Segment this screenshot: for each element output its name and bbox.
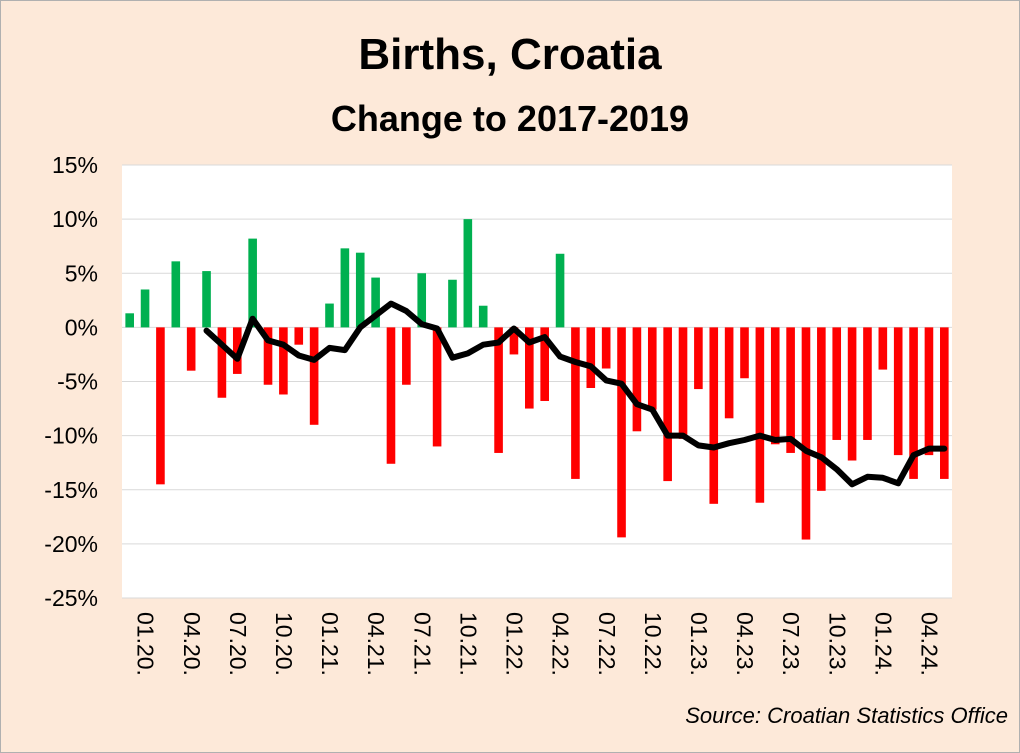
y-tick-label: 5% xyxy=(65,260,98,286)
bar xyxy=(724,327,734,419)
bar xyxy=(540,327,549,401)
x-tick-label: 04.20. xyxy=(179,612,205,676)
bar xyxy=(263,327,273,385)
bar xyxy=(755,327,765,503)
y-tick-label: 0% xyxy=(65,314,98,340)
chart-subtitle: Change to 2017-2019 xyxy=(330,98,690,139)
grid-lines xyxy=(122,164,952,599)
source-note: Source: Croatian Statistics Office xyxy=(685,703,1008,728)
bar xyxy=(171,261,181,328)
series-line xyxy=(203,300,948,488)
x-axis: 01.20. 04.20. 07.20. 10.20. 01.21. 04.21. 07.2… xyxy=(133,612,943,676)
bar xyxy=(617,327,626,538)
bar xyxy=(294,327,304,345)
bar xyxy=(740,327,749,379)
x-tick-label: 04.23. xyxy=(732,612,758,676)
bar xyxy=(463,219,473,328)
y-tick-label: -10% xyxy=(44,423,98,449)
x-tick-label: 01.24. xyxy=(870,612,896,676)
x-tick-label: 04.24. xyxy=(917,612,943,676)
x-tick-label: 04.22. xyxy=(548,612,574,676)
x-tick-label: 10.23. xyxy=(824,612,850,676)
x-tick-label: 01.20. xyxy=(133,612,159,676)
bar xyxy=(893,327,903,456)
bar xyxy=(909,327,918,479)
bar xyxy=(340,248,350,328)
y-tick-label: -5% xyxy=(57,369,98,395)
bar xyxy=(663,327,672,482)
bar xyxy=(863,327,872,440)
bar xyxy=(156,327,165,485)
x-tick-label: 07.21. xyxy=(409,612,435,676)
bar xyxy=(248,238,257,328)
x-tick-label: 07.23. xyxy=(778,612,804,676)
bar xyxy=(186,327,196,371)
x-tick-label: 07.22. xyxy=(594,612,620,676)
bar xyxy=(694,327,703,390)
bar xyxy=(878,327,888,370)
bar xyxy=(386,327,396,464)
line-group xyxy=(203,300,948,488)
bar xyxy=(448,279,457,328)
bar xyxy=(832,327,842,440)
y-tick-label: 10% xyxy=(52,206,98,232)
bar xyxy=(940,327,949,479)
bar xyxy=(601,327,611,369)
bar xyxy=(786,327,795,453)
y-tick-label: 15% xyxy=(52,152,98,178)
bar xyxy=(494,327,503,453)
bar xyxy=(586,327,596,388)
bar xyxy=(140,289,150,328)
x-tick-label: 10.20. xyxy=(271,612,297,676)
bar xyxy=(678,327,688,439)
x-tick-label: 07.20. xyxy=(225,612,251,676)
bar xyxy=(555,253,565,328)
bar xyxy=(509,327,519,355)
bar xyxy=(924,327,934,456)
x-tick-label: 10.21. xyxy=(455,612,481,676)
x-tick-label: 10.22. xyxy=(640,612,666,676)
bar xyxy=(325,303,334,328)
bars-group xyxy=(125,219,949,540)
bar xyxy=(709,327,719,504)
x-tick-label: 01.23. xyxy=(686,612,712,676)
bar xyxy=(402,327,411,385)
x-tick-label: 04.21. xyxy=(363,612,389,676)
x-tick-label: 01.21. xyxy=(317,612,343,676)
bar xyxy=(125,313,134,328)
bar xyxy=(309,327,319,425)
y-tick-label: -20% xyxy=(44,531,98,557)
chart-title: Births, Croatia xyxy=(358,30,662,79)
bar xyxy=(355,252,365,328)
bar xyxy=(432,327,442,447)
bar xyxy=(847,327,857,461)
bar xyxy=(417,273,427,328)
bar xyxy=(817,327,826,491)
bar xyxy=(770,327,780,445)
bar xyxy=(202,271,211,328)
x-tick-label: 01.22. xyxy=(502,612,528,676)
bar xyxy=(478,305,488,328)
bar xyxy=(647,327,657,410)
y-axis: 15% 10% 5% 0% -5% -10% -15% -20% -25% xyxy=(44,152,98,611)
bar xyxy=(279,327,288,395)
bar xyxy=(371,277,380,328)
y-tick-label: -25% xyxy=(44,585,98,611)
bar xyxy=(801,327,811,540)
bar xyxy=(632,327,642,432)
bar xyxy=(217,327,227,398)
y-tick-label: -15% xyxy=(44,477,98,503)
bar xyxy=(571,327,580,479)
bar xyxy=(525,327,534,409)
